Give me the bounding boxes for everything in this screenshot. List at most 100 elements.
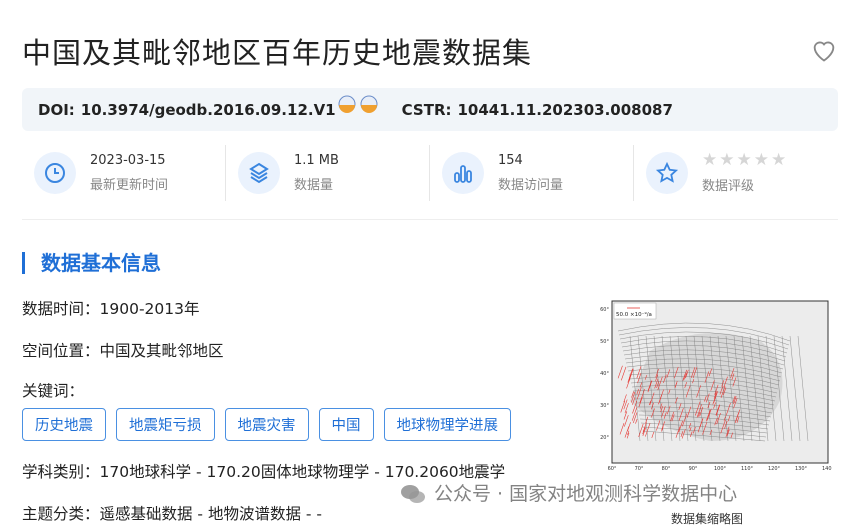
velocity-vector bbox=[627, 430, 630, 435]
velocity-vector bbox=[685, 369, 689, 378]
velocity-vector bbox=[670, 411, 675, 422]
keyword-tag[interactable]: 地球物理学进展 bbox=[383, 408, 511, 441]
velocity-vector bbox=[710, 380, 715, 391]
velocity-vector bbox=[636, 387, 642, 400]
grid-line bbox=[628, 371, 780, 386]
grid-line bbox=[757, 335, 769, 442]
velocity-vector bbox=[633, 412, 638, 424]
grid-line bbox=[701, 335, 713, 442]
lat-tick-label: 30° bbox=[600, 403, 609, 409]
favorite-heart-icon[interactable] bbox=[810, 36, 838, 64]
grid-line bbox=[709, 335, 721, 442]
velocity-vector bbox=[651, 408, 655, 418]
velocity-vector bbox=[688, 422, 692, 429]
velocity-vector bbox=[682, 413, 688, 427]
grid-line bbox=[781, 335, 793, 442]
velocity-vector bbox=[631, 407, 638, 421]
stat-value: 2023-03-15 bbox=[90, 153, 166, 168]
lon-tick-label: 80° bbox=[662, 466, 671, 472]
velocity-vector bbox=[733, 397, 738, 409]
velocity-vector bbox=[678, 420, 684, 433]
layers-icon bbox=[238, 152, 280, 194]
velocity-vector bbox=[642, 426, 646, 435]
velocity-vector bbox=[732, 377, 737, 387]
velocity-vector bbox=[726, 429, 730, 436]
doi-value[interactable]: 10.3974/geodb.2016.09.12.V1 bbox=[80, 100, 336, 119]
velocity-vector bbox=[713, 402, 716, 409]
velocity-vector bbox=[624, 415, 629, 427]
velocity-vector bbox=[723, 376, 728, 388]
velocity-vector bbox=[666, 369, 671, 378]
velocity-vector bbox=[619, 423, 625, 435]
grid-line bbox=[620, 336, 788, 354]
velocity-vector bbox=[725, 402, 731, 416]
lon-tick-label: 110° bbox=[741, 466, 754, 472]
velocity-vector bbox=[696, 385, 702, 398]
grid-line bbox=[621, 340, 787, 358]
velocity-vector bbox=[713, 391, 717, 399]
velocity-vector bbox=[632, 397, 636, 405]
grid-line bbox=[638, 414, 770, 426]
lon-tick-label: 100° bbox=[714, 466, 727, 472]
grid-line bbox=[693, 335, 705, 442]
velocity-vector bbox=[715, 404, 720, 416]
velocity-vector bbox=[698, 411, 701, 417]
keyword-tag[interactable]: 地震灾害 bbox=[224, 408, 309, 441]
grid-line bbox=[630, 380, 778, 394]
velocity-vector bbox=[642, 427, 646, 437]
data-time: 数据时间：1900-2013年 bbox=[22, 300, 200, 318]
grid-line bbox=[733, 335, 745, 442]
dataset-thumbnail-map[interactable]: 60° 50° 40° 30° 20° 60° 70° 80° 90° 100° 110° 120° 1… bbox=[590, 291, 832, 479]
velocity-vector bbox=[674, 366, 679, 379]
grid-line bbox=[661, 335, 673, 442]
velocity-vector bbox=[689, 427, 692, 432]
grid-line bbox=[765, 335, 777, 442]
rating-stars[interactable]: ★★★★★ bbox=[702, 150, 789, 170]
grid-line bbox=[617, 322, 791, 342]
grid-line bbox=[626, 363, 782, 378]
velocity-vector bbox=[692, 379, 695, 384]
keywords-label: 关键词： bbox=[22, 382, 85, 400]
velocity-vector bbox=[702, 422, 708, 435]
cstr-value[interactable]: 10441.11.202303.008087 bbox=[457, 100, 673, 119]
velocity-vector bbox=[719, 385, 724, 395]
legend-label: 50.0 ×10⁻⁹/a bbox=[616, 311, 652, 318]
grid-line bbox=[749, 335, 761, 442]
velocity-vector bbox=[682, 369, 688, 381]
keyword-tag[interactable]: 中国 bbox=[318, 408, 374, 441]
velocity-vector bbox=[623, 411, 628, 420]
watermark-text: 公众号 · 国家对地观测科学数据中心 bbox=[434, 483, 738, 505]
velocity-vector bbox=[694, 401, 701, 416]
velocity-vector bbox=[636, 366, 642, 379]
velocity-vector bbox=[686, 406, 692, 418]
grid-line bbox=[725, 335, 737, 442]
velocity-vector bbox=[736, 416, 740, 423]
velocity-vector bbox=[690, 367, 696, 378]
velocity-vector bbox=[623, 394, 627, 403]
lon-tick-label: 120° bbox=[768, 466, 781, 472]
velocity-vector bbox=[639, 382, 643, 388]
spatial-location: 空间位置：中国及其毗邻地区 bbox=[22, 342, 224, 360]
keyword-tag[interactable]: 地震矩亏损 bbox=[116, 408, 215, 441]
grid-line bbox=[685, 335, 697, 442]
velocity-vector bbox=[720, 419, 726, 434]
velocity-vector bbox=[680, 431, 684, 437]
velocity-vector bbox=[654, 378, 659, 389]
doi-logo-icon[interactable] bbox=[336, 94, 380, 114]
velocity-vector bbox=[678, 403, 682, 411]
keyword-tag[interactable]: 历史地震 bbox=[22, 408, 106, 441]
grid-line bbox=[640, 422, 768, 434]
velocity-vector bbox=[678, 408, 684, 421]
lat-tick-label: 50° bbox=[600, 339, 609, 345]
velocity-vector bbox=[692, 367, 698, 379]
velocity-vector bbox=[666, 405, 671, 415]
lon-tick-label: 130° bbox=[795, 466, 808, 472]
stat-update-time: 2023-03-15 最新更新时间 bbox=[22, 145, 226, 201]
velocity-vector bbox=[704, 371, 710, 383]
grid-line bbox=[636, 406, 772, 418]
velocity-vector bbox=[720, 386, 726, 398]
velocity-vector bbox=[723, 387, 727, 395]
velocity-vector bbox=[668, 389, 671, 394]
velocity-vector bbox=[661, 426, 664, 432]
velocity-vector bbox=[637, 372, 642, 384]
